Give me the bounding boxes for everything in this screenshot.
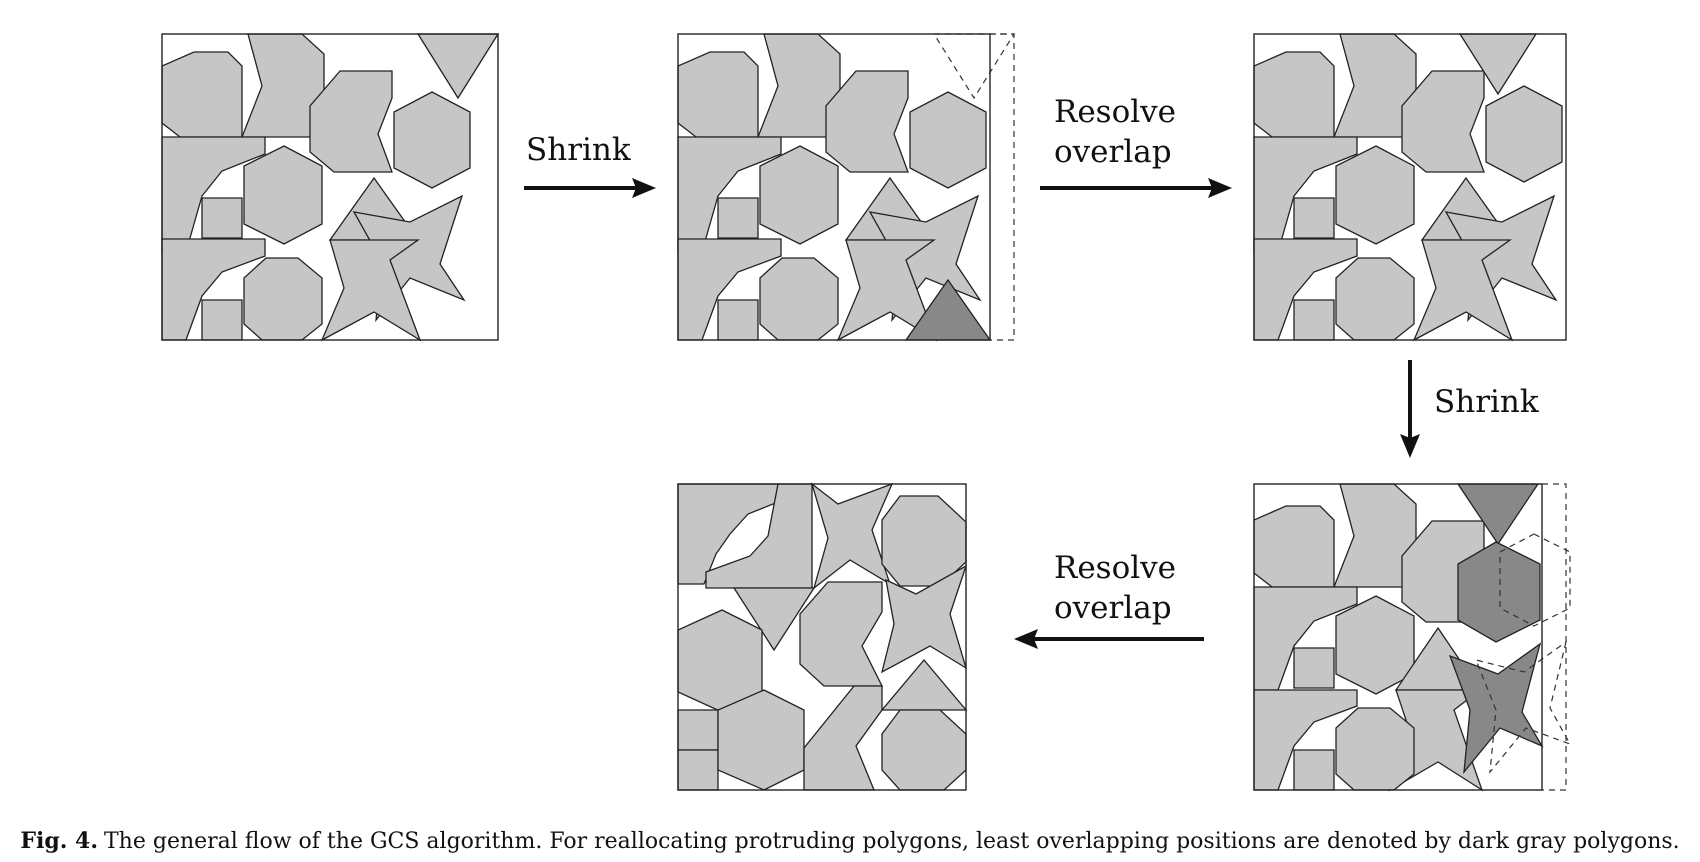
square-shape xyxy=(677,709,719,751)
chevron-shape xyxy=(1333,33,1417,138)
resolve-label-1-line1: Resolve xyxy=(1054,94,1176,130)
hexagon-shape xyxy=(1335,145,1415,245)
hexagon-shape xyxy=(1335,595,1415,695)
protruding-triangle-outline xyxy=(932,33,1016,100)
square-shape xyxy=(717,299,759,341)
octagon-shape xyxy=(759,257,839,341)
resolve-label-2-line2: overlap xyxy=(1054,590,1172,626)
octagon-shape xyxy=(243,257,323,341)
arrow-resolve-2 xyxy=(1014,629,1204,649)
quad-cut-shape xyxy=(705,483,813,589)
panel-after-resolve-1 xyxy=(1253,33,1567,342)
square-shape xyxy=(1293,647,1335,689)
container-boundary xyxy=(677,483,967,791)
square-shape xyxy=(201,197,243,239)
dark-hexagon-shape xyxy=(1457,541,1541,643)
hexagon-shape xyxy=(1485,85,1563,183)
octagon-shape xyxy=(881,709,967,791)
resolve-label-1-line2: overlap xyxy=(1054,134,1172,170)
star-shape xyxy=(320,239,422,342)
hexagon-shape xyxy=(759,145,839,245)
arrow-shrink-2 xyxy=(1400,360,1420,458)
panel-initial-layout xyxy=(161,33,500,342)
octagon-shape xyxy=(677,51,759,138)
triangle-shape xyxy=(880,658,968,711)
octagon-shape xyxy=(1253,51,1335,138)
octagon-shape xyxy=(161,51,243,138)
shrink-label-2: Shrink xyxy=(1434,384,1539,420)
square-shape xyxy=(201,299,243,341)
chevron-shape xyxy=(803,685,883,791)
chevron-shape xyxy=(241,33,325,138)
arrow-notch-shape xyxy=(825,70,909,173)
square-shape xyxy=(1293,197,1335,239)
octagon-shape xyxy=(1335,707,1415,791)
arrow-notch-shape xyxy=(309,70,393,173)
panel-after-resolve-2 xyxy=(677,482,968,791)
container-boundary xyxy=(1253,33,1567,341)
square-shape xyxy=(1293,299,1335,341)
old-boundary-dashed xyxy=(1542,483,1567,791)
star-shape xyxy=(836,239,938,342)
figure-caption: Fig. 4. The general flow of the GCS algor… xyxy=(0,828,1700,854)
hexagon-shape xyxy=(909,91,987,189)
panel-after-shrink-2 xyxy=(1253,483,1572,792)
triangle-shape xyxy=(416,33,500,100)
hexagon-shape xyxy=(393,91,471,189)
protruding-hexagon-outline xyxy=(1499,533,1571,627)
caption-label: Fig. 4. xyxy=(20,828,98,854)
arrow-notch-shape xyxy=(1401,70,1485,173)
square-shape xyxy=(1293,749,1335,791)
container-boundary xyxy=(1253,483,1543,791)
star-shape xyxy=(810,482,894,590)
square-shape xyxy=(677,749,719,791)
shrink-label-1: Shrink xyxy=(526,132,631,168)
resolve-label-2-line1: Resolve xyxy=(1054,550,1176,586)
dark-star-shape xyxy=(1448,642,1544,775)
hexagon-shape xyxy=(243,145,323,245)
old-boundary-dashed xyxy=(990,33,1015,341)
chevron-shape xyxy=(1333,483,1417,588)
container-boundary xyxy=(677,33,991,341)
star-shape xyxy=(1412,239,1514,342)
arrow-shrink-1 xyxy=(524,178,656,198)
octagon-shape xyxy=(1335,257,1415,341)
octagon-shape xyxy=(1253,505,1335,588)
container-boundary xyxy=(161,33,499,341)
protruding-star-outline xyxy=(1475,640,1572,774)
square-shape xyxy=(717,197,759,239)
triangle-shape xyxy=(732,587,816,652)
chevron-shape xyxy=(757,33,841,138)
panel-after-shrink-1 xyxy=(677,33,1016,342)
arrow-notch-shape xyxy=(799,581,884,687)
caption-text: The general flow of the GCS algorithm. F… xyxy=(104,829,1680,854)
arrow-resolve-1 xyxy=(1040,178,1232,198)
hexagon-shape xyxy=(717,689,805,791)
